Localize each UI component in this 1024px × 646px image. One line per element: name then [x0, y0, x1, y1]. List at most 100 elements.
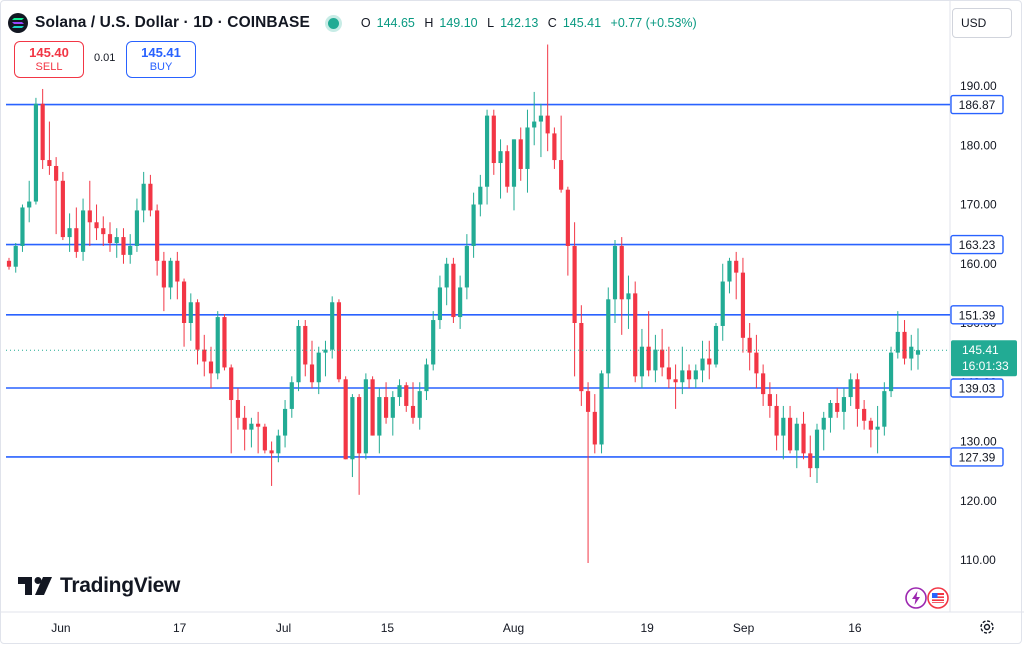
candle	[168, 257, 173, 300]
sell-price: 145.40	[29, 45, 69, 60]
candle-body	[545, 115, 550, 134]
candle-body	[781, 417, 786, 436]
candle	[6, 257, 12, 270]
candle	[208, 346, 214, 389]
event-badges[interactable]	[904, 586, 952, 610]
spread-value: 0.01	[94, 52, 116, 64]
horizontal-levels	[6, 103, 950, 458]
candle	[592, 394, 597, 454]
high-value: 149.10	[439, 16, 478, 30]
candle	[431, 311, 436, 371]
candle-body	[323, 349, 328, 353]
candle	[559, 115, 564, 193]
candle	[155, 204, 160, 276]
candle-body	[626, 293, 631, 300]
candle	[121, 228, 126, 264]
candle	[424, 358, 429, 401]
sell-button[interactable]: 145.40 SELL	[14, 41, 84, 78]
time-axis[interactable]: Jun 17 Jul 15 Aug 19 Sep 16	[51, 621, 862, 635]
y-tick-label: 190.00	[960, 79, 997, 93]
candle	[276, 429, 281, 463]
candle-body	[202, 349, 207, 362]
symbol-title[interactable]: Solana / U.S. Dollar · 1D · COINBASE	[35, 14, 310, 31]
candle-body	[33, 103, 39, 202]
candle	[67, 213, 72, 252]
y-tick-label: 170.00	[960, 198, 997, 212]
candle	[148, 174, 153, 217]
tradingview-wordmark: TradingView	[60, 574, 181, 597]
candle	[343, 376, 348, 460]
candle	[491, 109, 496, 175]
candle	[101, 216, 106, 246]
candle	[612, 240, 618, 323]
candle-body	[895, 331, 900, 353]
candle-body	[552, 133, 557, 161]
candle	[646, 311, 651, 377]
candle-body	[619, 245, 624, 300]
candle	[868, 417, 873, 448]
candle-body	[888, 352, 894, 392]
close-value: 145.41	[562, 16, 602, 30]
candle-body	[336, 302, 342, 380]
candle	[787, 405, 793, 454]
candle-body	[444, 263, 449, 288]
candle	[444, 257, 449, 306]
last-price-box	[951, 340, 1017, 377]
level-label-box	[950, 447, 1004, 467]
candle-body	[532, 121, 537, 128]
candle-body	[559, 160, 564, 190]
symbol-header: Solana / U.S. Dollar · 1D · COINBASE O 14…	[8, 10, 697, 36]
candle	[814, 423, 820, 483]
candle	[141, 171, 146, 223]
flash-icon[interactable]	[905, 587, 927, 609]
candle	[383, 382, 389, 424]
y-grid	[0, 0, 1024, 613]
candle-body	[902, 331, 907, 359]
candle-body	[101, 228, 106, 235]
y-tick-label: 120.00	[960, 494, 997, 508]
candle	[606, 287, 611, 389]
level-price-label: 186.87	[950, 94, 1004, 115]
candle-body	[431, 320, 436, 365]
candle	[80, 198, 86, 261]
candle-body	[599, 373, 604, 445]
candle	[915, 328, 921, 370]
candles	[6, 44, 921, 563]
candle	[841, 388, 847, 430]
candle-body	[289, 382, 294, 409]
candle-body	[410, 405, 416, 418]
candle-body	[269, 450, 274, 454]
candle-body	[229, 367, 234, 401]
candle-body	[155, 210, 160, 261]
candle	[680, 346, 685, 395]
gear-icon[interactable]	[978, 618, 996, 636]
candle-body	[828, 402, 833, 418]
candle-body	[882, 391, 887, 427]
candle	[875, 405, 880, 454]
solana-logo-icon	[8, 13, 28, 33]
candle	[94, 204, 99, 241]
candle-body	[713, 325, 719, 365]
x-tick-label: Jun	[51, 621, 70, 635]
candle	[363, 373, 368, 460]
candle	[242, 405, 247, 451]
candle-body	[80, 210, 86, 252]
candle	[222, 314, 227, 371]
candle-body	[841, 397, 847, 412]
candle	[639, 328, 645, 389]
candle-body	[87, 210, 92, 223]
candle-body	[383, 397, 389, 418]
tradingview-logo[interactable]: TradingView	[18, 574, 180, 598]
candle	[40, 88, 45, 169]
candle-body	[128, 245, 133, 255]
candle	[808, 435, 813, 478]
currency-selector[interactable]: USD	[952, 8, 1012, 38]
candle-body	[54, 165, 59, 181]
candle-body	[27, 201, 32, 208]
buy-button[interactable]: 145.41 BUY	[126, 41, 196, 78]
candle	[545, 44, 550, 152]
us-flag-icon[interactable]	[927, 587, 949, 609]
candle	[505, 145, 510, 193]
